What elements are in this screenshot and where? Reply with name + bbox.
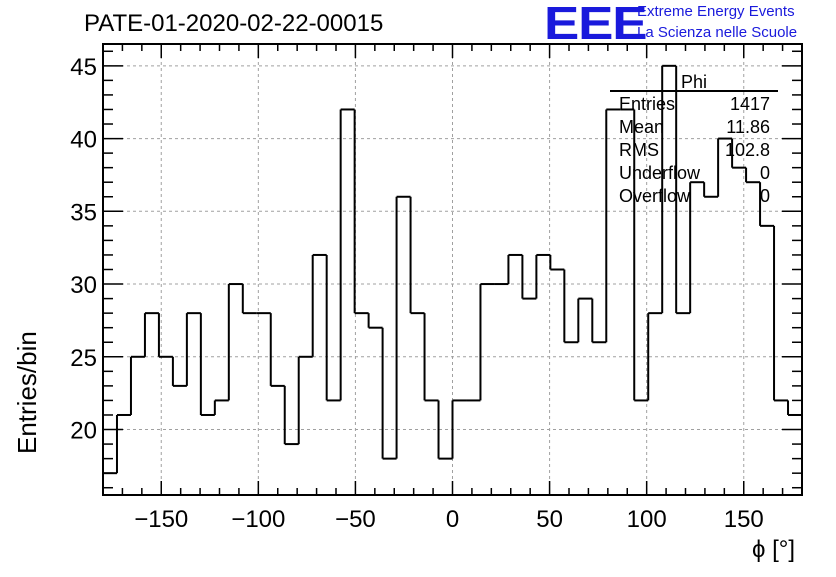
y-tick-label: 30: [70, 272, 97, 299]
stats-row-value: 11.86: [726, 117, 770, 137]
run-title: PATE-01-2020-02-22-00015: [84, 10, 384, 37]
stats-box-title: Phi: [681, 72, 707, 92]
x-tick-label: 0: [446, 506, 459, 533]
logo-tagline-1: Extreme Energy Events: [637, 3, 795, 20]
stats-row-value: 0: [760, 163, 770, 183]
x-tick-label: −150: [134, 506, 188, 533]
stats-row-label: Mean: [619, 117, 664, 137]
stats-row-value: 1417: [730, 94, 770, 114]
y-tick-label: 45: [70, 54, 97, 81]
x-tick-label: 50: [536, 506, 563, 533]
x-axis-label: ϕ [°]: [752, 536, 796, 563]
stats-row-value: 0: [760, 186, 770, 206]
x-tick-label: 100: [627, 506, 667, 533]
stats-row-label: Entries: [619, 94, 675, 114]
y-tick-label: 25: [70, 345, 97, 372]
y-tick-label: 40: [70, 127, 97, 154]
y-axis-label: Entries/bin: [12, 331, 42, 454]
stats-row-label: Overflow: [619, 186, 691, 206]
stats-row-value: 102.8: [725, 140, 770, 160]
y-tick-label: 35: [70, 199, 97, 226]
eee-logo: EEE: [544, 0, 648, 49]
stats-row-label: RMS: [619, 140, 659, 160]
y-tick-label: 20: [70, 418, 97, 445]
x-tick-label: 150: [724, 506, 764, 533]
y-axis-label-wrap: Entries/bin: [8, 182, 42, 454]
logo-tagline-2: La Scienza nelle Scuole: [637, 24, 798, 41]
x-tick-label: −100: [231, 506, 285, 533]
x-tick-label: −50: [335, 506, 376, 533]
stats-row-label: Underflow: [619, 163, 701, 183]
